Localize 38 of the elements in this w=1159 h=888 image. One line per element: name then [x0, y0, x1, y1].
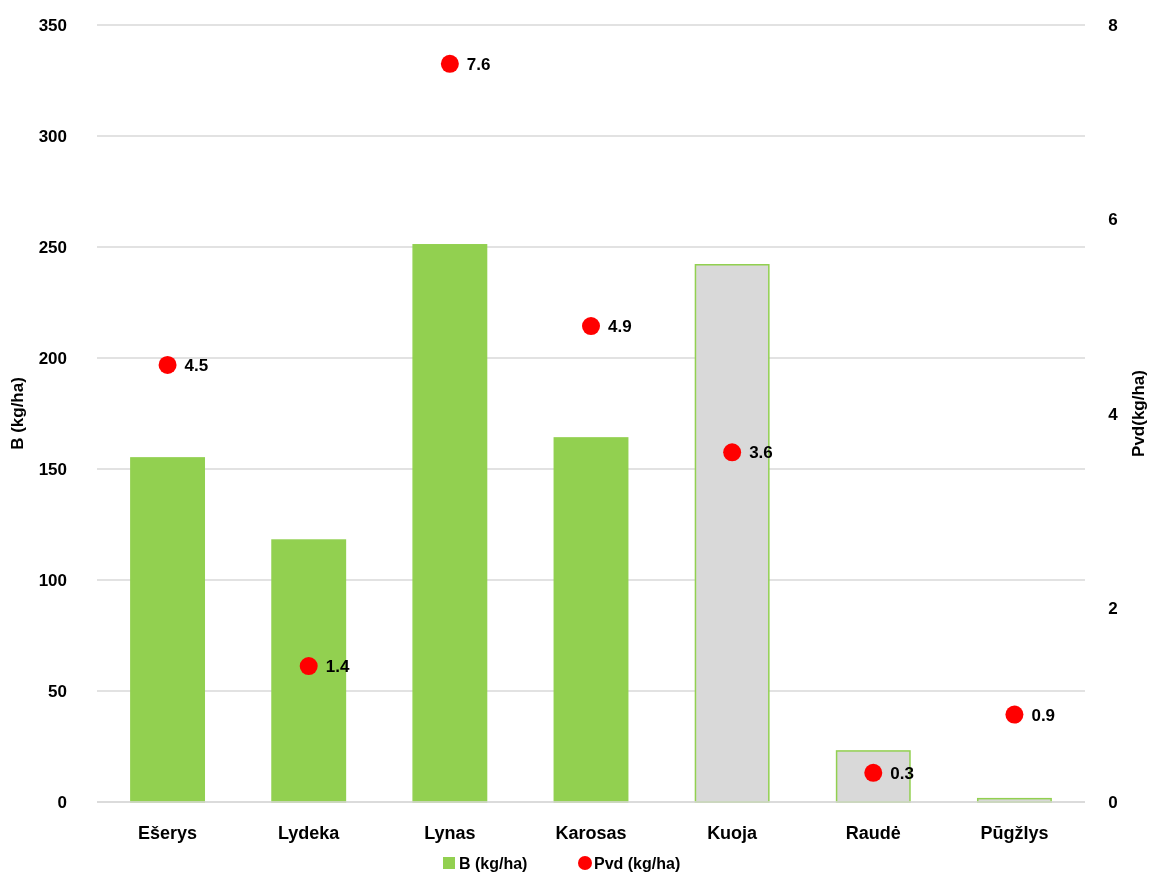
point — [723, 443, 742, 462]
y-tick-label: 0 — [57, 793, 67, 812]
y2-tick-label: 4 — [1108, 404, 1119, 424]
y2-tick-label: 2 — [1108, 598, 1118, 618]
point — [299, 657, 318, 676]
y2-tick-label: 6 — [1108, 210, 1118, 230]
x-tick-label: Karosas — [555, 823, 627, 843]
x-tick-label: Kuoja — [707, 823, 759, 843]
data-label: 7.6 — [466, 54, 491, 74]
point — [440, 54, 459, 73]
y-tick-label: 250 — [38, 238, 67, 257]
y-tick-label: 350 — [38, 16, 67, 35]
point — [158, 355, 177, 374]
x-tick-label: Raudė — [845, 823, 901, 843]
point — [582, 317, 600, 336]
data-label: 0.9 — [1031, 705, 1056, 725]
data-label: 4.5 — [184, 355, 209, 375]
legend-label: Pvd (kg/ha) — [594, 855, 681, 872]
y-axis-title: B (kg/ha) — [8, 377, 27, 450]
x-tick-label: Lynas — [424, 823, 476, 843]
bar — [130, 457, 206, 803]
y2-tick-label: 8 — [1108, 16, 1118, 35]
x-tick-label: Lydeka — [278, 823, 341, 843]
legend-label: B (kg/ha) — [459, 855, 528, 872]
y-tick-label: 300 — [38, 127, 67, 146]
y-tick-label: 200 — [38, 349, 67, 368]
y2-tick-label: 0 — [1108, 793, 1118, 812]
bar — [553, 437, 629, 803]
y-tick-label: 100 — [38, 571, 67, 590]
point — [1005, 705, 1024, 724]
x-tick-label: Pūgžlys — [980, 823, 1049, 843]
y-tick-label: 50 — [48, 682, 67, 701]
x-tick-label: Ešerys — [138, 823, 198, 843]
y2-axis-title: Pvd(kg/ha) — [1129, 370, 1148, 457]
data-label: 0.3 — [890, 763, 914, 783]
y-tick-label: 150 — [38, 460, 67, 479]
data-label: 4.9 — [608, 317, 632, 337]
bar — [412, 244, 488, 803]
